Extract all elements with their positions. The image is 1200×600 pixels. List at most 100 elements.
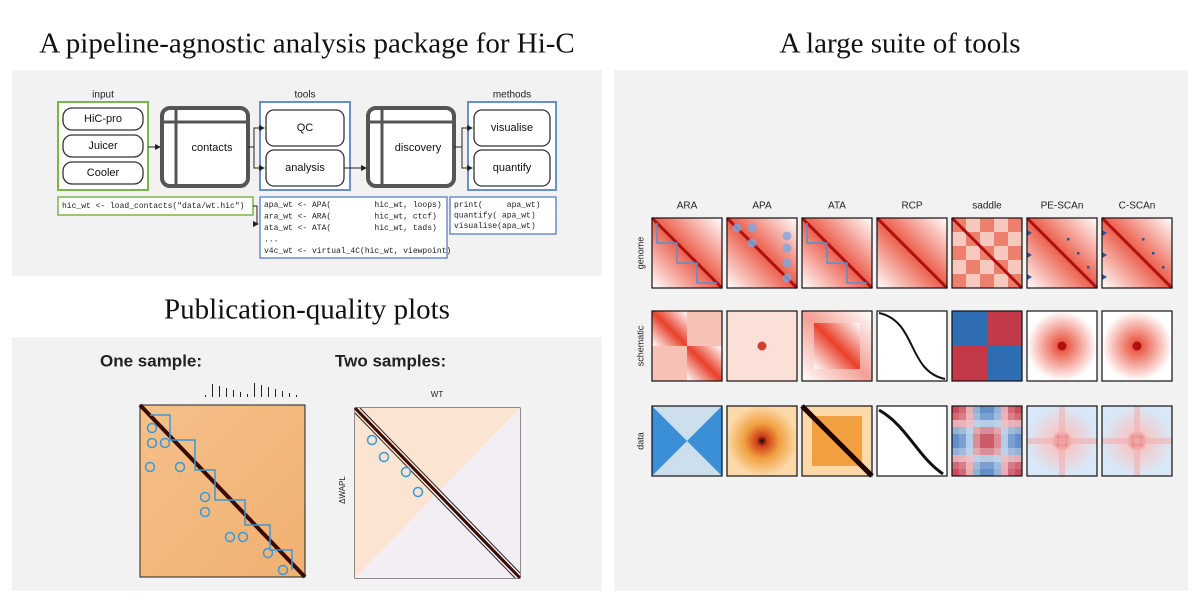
heatmap-part bbox=[959, 420, 966, 427]
heatmap-part bbox=[652, 311, 687, 346]
heatmap-part bbox=[980, 420, 987, 427]
signal-bar bbox=[219, 386, 220, 397]
heatmap-part bbox=[980, 455, 987, 462]
group-label: input bbox=[92, 90, 114, 101]
heatmap-part bbox=[994, 462, 1001, 469]
heatmap-part bbox=[980, 434, 987, 441]
node bbox=[62, 161, 144, 185]
heatmap-part bbox=[1008, 462, 1015, 469]
plot-label: One sample: bbox=[100, 351, 202, 370]
plot-label: Two samples: bbox=[335, 351, 446, 370]
heatmap-part bbox=[973, 469, 980, 476]
row-label: data bbox=[635, 432, 645, 450]
signal-bar bbox=[205, 395, 206, 397]
heatmap-part bbox=[980, 274, 994, 288]
heatmap-part bbox=[782, 273, 792, 283]
heatmap-part bbox=[876, 405, 948, 477]
heatmap-part bbox=[1102, 438, 1172, 444]
signal-bar bbox=[275, 389, 276, 397]
heatmap-part bbox=[973, 413, 980, 420]
column-label: C-SCAn bbox=[1119, 201, 1156, 212]
heatmap-part bbox=[973, 455, 980, 462]
signal-bar bbox=[240, 392, 241, 397]
heatmap-part bbox=[987, 462, 994, 469]
heatmap-part bbox=[757, 341, 767, 351]
signal-bar bbox=[254, 383, 255, 397]
node bbox=[62, 107, 144, 131]
heatmap bbox=[800, 216, 874, 290]
heatmap-part bbox=[980, 406, 987, 413]
heatmap-part bbox=[650, 216, 724, 290]
heatmap-part bbox=[959, 406, 966, 413]
code-box bbox=[449, 196, 557, 235]
node-label: contacts bbox=[192, 142, 233, 154]
heatmap-part bbox=[952, 246, 966, 260]
heatmap-part bbox=[952, 413, 959, 420]
heatmap bbox=[650, 216, 724, 290]
loop-marker bbox=[378, 451, 390, 463]
heatmap-part bbox=[1001, 441, 1008, 448]
heatmap bbox=[1100, 216, 1174, 290]
heatmap-part bbox=[1027, 252, 1032, 258]
heatmap-part bbox=[973, 462, 980, 469]
store-lines bbox=[162, 108, 248, 186]
signal-bar bbox=[296, 395, 297, 397]
heatmap-part bbox=[1026, 405, 1098, 477]
axis-label: WT bbox=[431, 390, 444, 399]
loop-marker bbox=[199, 491, 211, 503]
node-label: HiC-pro bbox=[84, 113, 122, 125]
heatmap-part bbox=[987, 420, 994, 427]
heatmap-part bbox=[987, 455, 994, 462]
pipeline-diagram: input tools methods bbox=[57, 90, 557, 259]
heatmap-part bbox=[1008, 427, 1015, 434]
heatmap-part bbox=[806, 223, 867, 284]
heatmap-part bbox=[966, 455, 973, 462]
column-label: ARA bbox=[677, 201, 698, 212]
heatmap bbox=[725, 216, 799, 290]
column-label: PE-SCAn bbox=[1041, 201, 1084, 212]
heatmap-part bbox=[687, 346, 722, 381]
heatmap-part bbox=[782, 231, 792, 241]
heatmap bbox=[875, 216, 949, 290]
heatmap-part bbox=[994, 434, 1001, 441]
heatmap-part bbox=[1025, 216, 1099, 290]
heatmap-part bbox=[966, 420, 973, 427]
heatmap-part bbox=[973, 420, 980, 427]
hic-diagonal bbox=[353, 406, 522, 580]
heatmap-part bbox=[987, 434, 994, 441]
heatmap-part bbox=[952, 274, 966, 288]
heatmap-part bbox=[994, 232, 1008, 246]
heatmap bbox=[726, 405, 798, 477]
group-label: methods bbox=[493, 90, 531, 101]
heatmap-part bbox=[1008, 420, 1015, 427]
heatmap-part bbox=[1001, 434, 1008, 441]
heatmap-part bbox=[994, 455, 1001, 462]
heatmap-part bbox=[959, 441, 966, 448]
heatmap-part bbox=[1015, 455, 1022, 462]
heatmap-part bbox=[973, 448, 980, 455]
node-label: analysis bbox=[285, 162, 325, 174]
heatmap-part bbox=[1132, 341, 1142, 351]
node bbox=[265, 109, 345, 147]
heatmap-part bbox=[959, 462, 966, 469]
heatmap-part bbox=[994, 448, 1001, 455]
code-line: print( apa_wt) bbox=[454, 201, 540, 210]
heatmap-part bbox=[1008, 441, 1015, 448]
node-label: quantify bbox=[493, 162, 532, 174]
heatmap-part bbox=[966, 462, 973, 469]
heatmap-part bbox=[1152, 252, 1155, 255]
heatmap bbox=[876, 405, 948, 477]
hic-diagonal bbox=[138, 403, 307, 579]
node-label: discovery bbox=[395, 142, 442, 154]
heatmap-part bbox=[1027, 438, 1097, 444]
heatmap-part bbox=[1077, 252, 1080, 255]
code-line: hic_wt <- load_contacts("data/wt.hic") bbox=[62, 202, 244, 211]
loop-marker bbox=[224, 531, 236, 543]
loop-marker bbox=[277, 564, 289, 576]
heatmap-part bbox=[1008, 246, 1022, 260]
loop-marker bbox=[199, 506, 211, 518]
node-label: QC bbox=[297, 122, 314, 134]
group-label: tools bbox=[294, 90, 315, 101]
heatmap-part bbox=[726, 217, 798, 289]
column-label: APA bbox=[752, 201, 772, 212]
